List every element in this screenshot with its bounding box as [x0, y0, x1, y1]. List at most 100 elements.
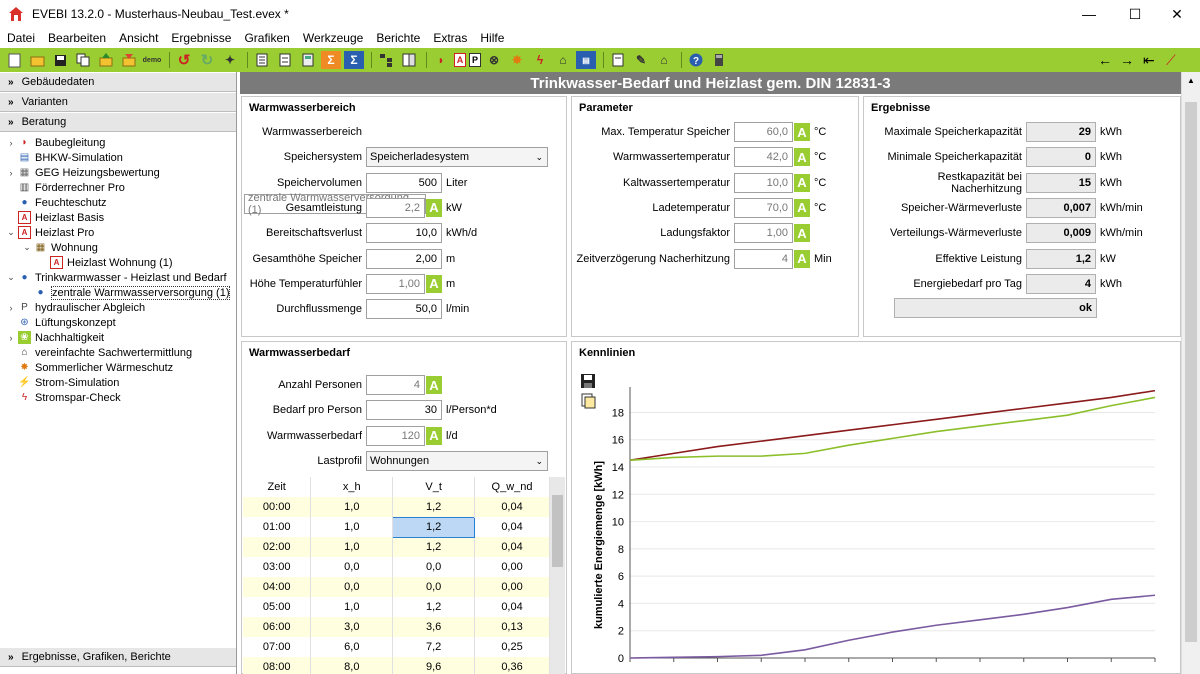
input-field[interactable]: 60,0 — [734, 122, 793, 142]
table-row[interactable]: 05:00 1,0 1,2 0,04 — [243, 597, 550, 617]
table-cell[interactable]: 0,04 — [474, 537, 550, 557]
table-cell[interactable]: 8,0 — [310, 657, 394, 674]
input-field[interactable]: 2,2 — [366, 197, 425, 218]
table-cell[interactable]: 1,0 — [310, 497, 394, 517]
auto-value-button[interactable]: A — [426, 198, 442, 217]
tree-item[interactable]: ϟ Stromspar-Check — [0, 390, 236, 405]
close-button[interactable]: ✕ — [1171, 5, 1183, 22]
input-field[interactable]: 4 — [366, 375, 425, 395]
table-row[interactable]: 07:00 6,0 7,2 0,25 — [243, 637, 550, 657]
menu-ansicht[interactable]: Ansicht — [119, 31, 159, 45]
copy-icon[interactable] — [580, 393, 596, 409]
lightning-icon[interactable]: ϟ — [536, 53, 544, 67]
tree-item[interactable]: A Heizlast Wohnung (1) — [0, 255, 236, 270]
table-cell[interactable]: 0,13 — [474, 617, 550, 637]
calculator-icon[interactable] — [298, 51, 318, 69]
table-cell[interactable]: 1,2 — [392, 597, 476, 617]
document-list-icon[interactable] — [275, 51, 295, 69]
table-cell[interactable]: 08:00 — [243, 657, 312, 674]
save-icon[interactable] — [580, 373, 596, 389]
menu-hilfe[interactable]: Hilfe — [480, 31, 505, 45]
undo-icon[interactable]: ↺ — [177, 52, 191, 69]
tree-item[interactable]: ⌄ ▦ Wohnung — [0, 240, 236, 255]
table-row[interactable]: 00:00 1,0 1,2 0,04 — [243, 497, 550, 517]
chart-tool-icon[interactable]: ⟋ — [1166, 51, 1176, 68]
table-cell[interactable]: 1,2 — [392, 537, 476, 557]
table-cell[interactable]: 02:00 — [243, 537, 312, 557]
copy-icon[interactable] — [73, 51, 93, 69]
redo-icon[interactable]: ↻ — [200, 52, 214, 69]
menu-werkzeuge[interactable]: Werkzeuge — [302, 31, 364, 45]
expander-icon[interactable]: ⌄ — [7, 272, 15, 282]
hydraulic-icon[interactable]: ⊗ — [488, 53, 500, 67]
input-field[interactable]: 120 — [366, 425, 425, 446]
import-icon[interactable] — [119, 51, 139, 69]
input-field[interactable]: 70,0 — [734, 197, 793, 218]
column-header[interactable]: x_h — [310, 477, 394, 497]
auto-value-button[interactable]: A — [794, 173, 810, 192]
tree-item[interactable]: ▤ BHKW-Simulation — [0, 150, 236, 165]
tree-item[interactable]: › ▦ GEG Heizungsbewertung — [0, 165, 236, 180]
house-icon[interactable]: ⌂ — [559, 53, 567, 67]
calculator-small-icon[interactable] — [709, 51, 729, 69]
menu-extras[interactable]: Extras — [433, 31, 468, 45]
scrollbar-thumb[interactable] — [1185, 102, 1197, 642]
input-field[interactable]: 30 — [366, 400, 442, 421]
table-scrollbar[interactable] — [550, 477, 565, 674]
chp-icon[interactable]: ▤ — [576, 51, 596, 69]
table-row[interactable]: 06:00 3,0 3,6 0,13 — [243, 617, 550, 637]
input-field[interactable]: 1,00 — [366, 273, 425, 294]
table-cell[interactable]: 1,2 — [392, 497, 476, 517]
auto-value-button[interactable]: A — [426, 376, 442, 394]
table-cell[interactable]: 01:00 — [243, 517, 312, 537]
table-row[interactable]: 01:00 1,0 1,2 0,04 — [243, 516, 550, 538]
vertical-scrollbar[interactable]: ▲ — [1181, 72, 1200, 674]
export-icon[interactable] — [96, 51, 116, 69]
expander-icon[interactable]: ⌄ — [7, 227, 15, 237]
expander-icon[interactable]: › — [9, 137, 13, 148]
table-row[interactable]: 08:00 8,0 9,6 0,36 — [243, 657, 550, 674]
new-icon[interactable] — [4, 51, 24, 69]
table-cell[interactable]: 0,00 — [474, 577, 550, 597]
open-icon[interactable] — [27, 51, 47, 69]
table-cell[interactable]: 9,6 — [392, 657, 476, 674]
table-cell[interactable]: 0,04 — [474, 497, 550, 517]
table-cell[interactable]: 00:00 — [243, 497, 312, 517]
column-header[interactable]: V_t — [392, 477, 476, 497]
section-beratung[interactable]: » Beratung — [0, 112, 236, 132]
table-cell[interactable]: 0,36 — [474, 657, 550, 674]
table-cell[interactable]: 0,25 — [474, 637, 550, 657]
input-field[interactable]: 10,0 — [734, 172, 793, 193]
input-field[interactable]: 42,0 — [734, 147, 793, 168]
heatload-icon[interactable]: A — [454, 53, 466, 67]
help-icon[interactable]: ? — [686, 51, 706, 69]
forward-arrow-icon[interactable]: → — [1120, 52, 1134, 68]
tree-item[interactable]: › ◗ Baubegleitung — [0, 135, 236, 150]
column-header[interactable]: Zeit — [243, 477, 312, 497]
column-header[interactable]: Q_w_nd — [474, 477, 550, 497]
expander-icon[interactable]: › — [9, 167, 13, 178]
input-field[interactable]: 1,00 — [734, 223, 793, 244]
tree-item[interactable]: ✸ Sommerlicher Wärmeschutz — [0, 360, 236, 375]
expander-icon[interactable]: › — [9, 302, 13, 313]
tree-item[interactable]: ● Feuchteschutz — [0, 195, 236, 210]
plan-icon[interactable]: P — [469, 53, 481, 67]
tree-item[interactable]: › ❀ Nachhaltigkeit — [0, 330, 236, 345]
tree-item[interactable]: A Heizlast Basis — [0, 210, 236, 225]
compare-icon[interactable] — [399, 51, 419, 69]
menu-datei[interactable]: Datei — [7, 31, 36, 45]
scroll-up-icon[interactable]: ▲ — [1187, 76, 1195, 85]
table-cell[interactable]: 1,0 — [310, 517, 394, 537]
section-ergebnisse-grafiken-berichte[interactable]: » Ergebnisse, Grafiken, Berichte — [0, 647, 236, 667]
menu-bearbeiten[interactable]: Bearbeiten — [48, 31, 107, 45]
table-cell[interactable]: 0,0 — [310, 577, 394, 597]
auto-value-button[interactable]: A — [794, 148, 810, 167]
section-varianten[interactable]: » Varianten — [0, 92, 236, 112]
table-cell[interactable]: 3,6 — [392, 617, 476, 637]
table-cell[interactable]: 03:00 — [243, 557, 312, 577]
input-field[interactable]: 4 — [734, 248, 793, 269]
tree-item[interactable]: ⌂ vereinfachte Sachwertermittlung — [0, 345, 236, 360]
table-cell[interactable]: 0,0 — [310, 557, 394, 577]
tree-item[interactable]: ▥ Förderrechner Pro — [0, 180, 236, 195]
